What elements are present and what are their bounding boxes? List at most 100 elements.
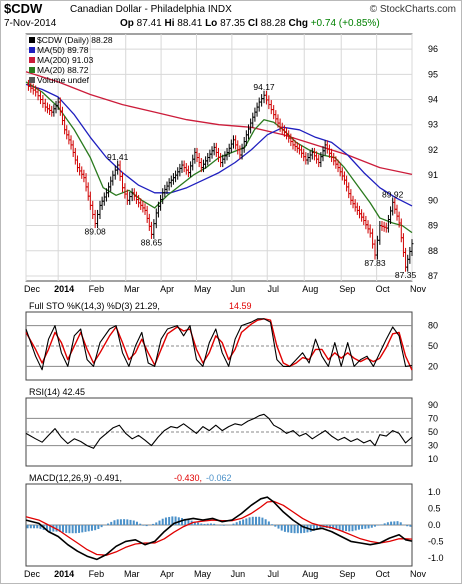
macd-hist-bar	[345, 525, 348, 532]
macd-hist-bar	[341, 525, 344, 531]
macd-hist-bar	[145, 525, 148, 527]
price-x-tick: Sep	[339, 284, 355, 294]
high-label: Hi	[164, 18, 175, 29]
macd-y-tick: 0.0	[428, 520, 441, 530]
macd-hist-bar	[200, 523, 203, 525]
macd-hist-bar	[61, 525, 64, 533]
macd-hist-bar	[116, 519, 119, 525]
macd-hist-bar	[312, 525, 315, 531]
macd-hist-bar	[29, 525, 32, 529]
macd-hist-bar	[293, 525, 296, 534]
macd-hist-bar	[406, 525, 409, 527]
sto-y-tick: 80	[428, 321, 438, 331]
macd-hist-bar	[316, 525, 319, 530]
macd-hist-bar	[383, 523, 386, 525]
close-label: Cl	[247, 18, 258, 29]
price-annotation: 87.83	[364, 258, 386, 268]
macd-hist-bar	[161, 518, 164, 525]
macd-hist-bar	[213, 523, 216, 525]
macd-hist-bar	[319, 525, 322, 529]
macd-hist-bar	[33, 525, 36, 529]
macd-hist-bar	[209, 523, 212, 525]
macd-hist-bar	[107, 523, 110, 525]
sto-y-tick: 50	[428, 341, 438, 351]
macd-y-tick: 1.0	[428, 487, 441, 497]
macd-hist-bar	[364, 525, 367, 529]
price-x-tick: Mar	[124, 284, 140, 294]
macd-hist-bar	[135, 521, 138, 525]
macd-x-tick: Jun	[231, 569, 246, 579]
symbol-title: $CDW	[4, 1, 43, 16]
sto-k-line	[25, 318, 413, 371]
price-y-tick: 95	[428, 69, 438, 79]
price-annotation: 87.35	[395, 270, 417, 280]
macd-line	[25, 496, 413, 561]
macd-hist-bar	[74, 525, 77, 534]
macd-hist-bar	[309, 525, 312, 532]
macd-hist-bar	[290, 525, 293, 533]
price-x-tick: Jul	[267, 284, 279, 294]
macd-hist-bar	[132, 520, 135, 525]
macd-hist-bar	[277, 525, 280, 529]
macd-x-tick: Aug	[302, 569, 318, 579]
macd-hist-bar	[219, 525, 222, 526]
macd-hist-bar	[187, 519, 190, 525]
macd-hist-bar	[367, 525, 370, 529]
price-x-tick: Jun	[231, 284, 246, 294]
macd-hist-bar	[245, 518, 248, 525]
legend-entry: MA(200) 91.03	[37, 55, 93, 65]
macd-hist-bar	[126, 519, 129, 525]
close-value: 88.28	[260, 18, 286, 29]
macd-hist-bar	[274, 525, 277, 527]
price-y-tick: 91	[428, 170, 438, 180]
sto-d-value: 14.59	[229, 301, 252, 311]
macd-hist-bar	[52, 525, 55, 532]
macd-hist-bar	[152, 523, 155, 525]
legend-swatch	[29, 67, 35, 73]
price-y-tick: 94	[428, 95, 438, 105]
legend-entry: $CDW (Daily) 88.28	[37, 35, 113, 45]
macd-hist-bar	[68, 525, 71, 534]
macd-hist-bar	[271, 524, 274, 525]
macd-hist-bar	[393, 521, 396, 525]
macd-signal-value: -0.430,	[174, 473, 202, 483]
macd-hist-bar	[87, 525, 90, 532]
macd-x-tick: Jul	[267, 569, 279, 579]
macd-hist-bar	[197, 522, 200, 525]
price-x-tick: Nov	[410, 284, 427, 294]
macd-hist-bar	[242, 519, 245, 525]
macd-hist-bar	[377, 525, 380, 526]
macd-hist-bar	[390, 521, 393, 525]
macd-hist-bar	[181, 518, 184, 525]
macd-hist-bar	[55, 525, 58, 532]
exchange-label: INDX	[207, 4, 232, 15]
price-y-tick: 89	[428, 221, 438, 231]
macd-hist-bar	[78, 525, 81, 533]
rsi-y-tick: 70	[428, 413, 438, 423]
rsi-y-tick: 10	[428, 454, 438, 464]
macd-hist-bar	[361, 525, 364, 530]
price-y-tick: 93	[428, 120, 438, 130]
rsi-label: RSI(14) 42.45	[29, 387, 85, 397]
price-y-tick: 90	[428, 195, 438, 205]
legend-swatch	[29, 77, 35, 83]
macd-hist-bar	[119, 519, 122, 525]
macd-hist-bar	[65, 525, 68, 533]
macd-hist-bar	[174, 516, 177, 525]
macd-hist-bar	[264, 519, 267, 525]
macd-hist-bar	[139, 523, 142, 525]
brand-watermark: © StockCharts.com	[369, 4, 456, 15]
rsi-y-tick: 30	[428, 441, 438, 451]
macd-hist-bar	[184, 518, 187, 525]
price-annotation: 89.92	[382, 189, 404, 199]
legend-entry: Volume undef	[37, 75, 90, 85]
macd-y-tick: 0.5	[428, 504, 441, 514]
macd-hist-bar	[332, 525, 335, 530]
instrument-name-text: Canadian Dollar - Philadelphia	[70, 4, 206, 15]
macd-hist-bar	[232, 523, 235, 525]
price-x-tick: Dec	[24, 284, 41, 294]
macd-hist-bar	[84, 525, 87, 532]
macd-hist-bar	[158, 520, 161, 525]
macd-x-tick: May	[194, 569, 212, 579]
price-y-tick: 87	[428, 271, 438, 281]
